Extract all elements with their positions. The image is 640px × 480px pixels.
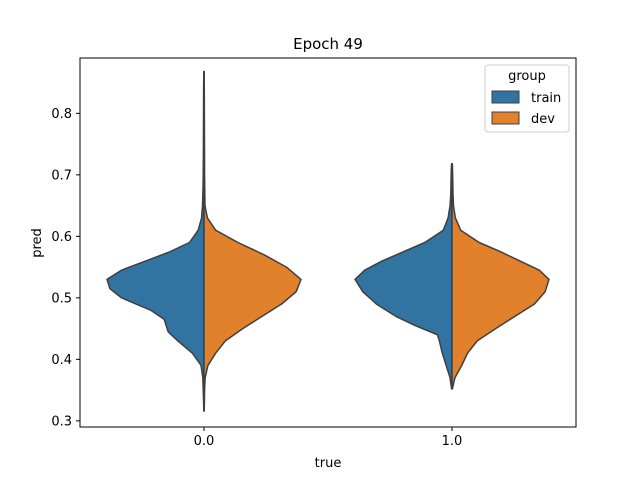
y-tick-label: 0.7 xyxy=(51,168,72,183)
x-axis: 0.0 1.0 xyxy=(194,427,463,449)
violins-layer xyxy=(106,70,550,412)
y-tick-label: 0.8 xyxy=(51,107,72,122)
x-tick-label: 1.0 xyxy=(442,434,463,449)
y-tick-label: 0.6 xyxy=(51,230,72,245)
violin-dev-0-0 xyxy=(203,70,302,412)
y-tick-label: 0.3 xyxy=(51,414,72,429)
chart-title: Epoch 49 xyxy=(293,35,363,53)
plot-frame xyxy=(79,57,577,428)
y-axis-label: pred xyxy=(30,228,45,258)
y-tick-label: 0.4 xyxy=(51,353,72,368)
x-axis-label: true xyxy=(315,456,342,471)
legend-swatch-dev xyxy=(491,111,520,125)
legend-label-train: train xyxy=(531,91,561,106)
legend-label-dev: dev xyxy=(531,112,555,127)
legend: group train dev xyxy=(484,64,570,133)
legend-title: group xyxy=(508,69,546,84)
violin-dev-1-0 xyxy=(451,163,550,390)
violin-train-1-0 xyxy=(354,163,453,390)
x-tick-label: 0.0 xyxy=(194,434,215,449)
y-axis: 0.3 0.4 0.5 0.6 0.7 0.8 xyxy=(51,107,80,429)
y-tick-label: 0.5 xyxy=(51,291,72,306)
legend-swatch-train xyxy=(491,90,520,104)
